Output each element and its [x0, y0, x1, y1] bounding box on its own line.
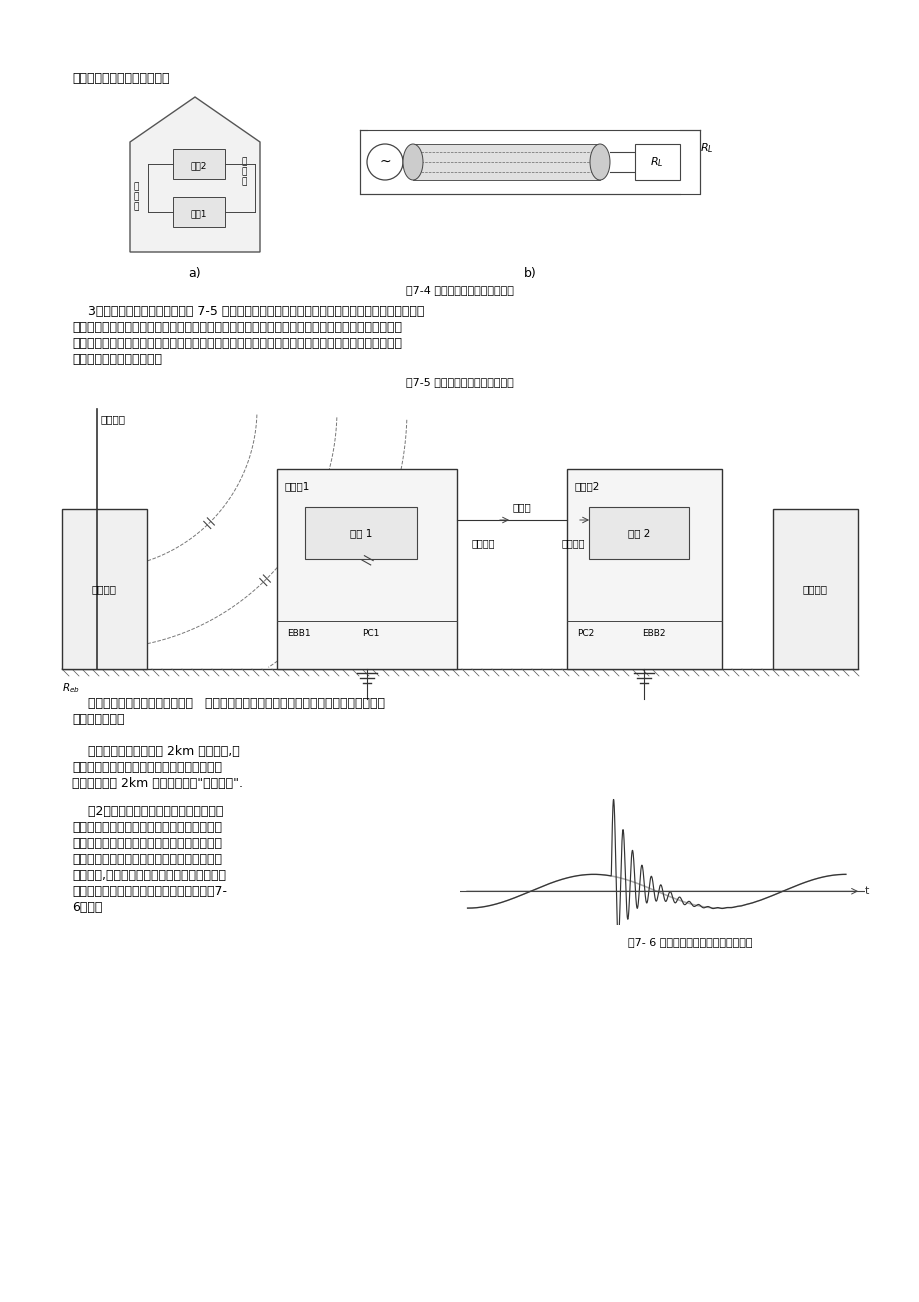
Text: EBB1: EBB1: [287, 629, 311, 638]
Text: 注入电流: 注入电流: [471, 538, 495, 548]
Text: $R_L$: $R_L$: [650, 155, 664, 169]
Text: 外部防雷: 外部防雷: [802, 585, 827, 594]
Text: 图7- 6 切除电容器时的操作电涌过电压: 图7- 6 切除电容器时的操作电涌过电压: [627, 937, 752, 947]
FancyBboxPatch shape: [566, 469, 721, 669]
Text: 6所示。: 6所示。: [72, 901, 102, 914]
Text: 3）容性辐射耦合的电涌。如图 7-5 所示，雷击接闪器时，雷电流在引下线和接地装置阻抗上产生: 3）容性辐射耦合的电涌。如图 7-5 所示，雷击接闪器时，雷电流在引下线和接地装…: [72, 305, 424, 318]
Text: 破坏，因此称 2km 为电涌危害的"危险半径".: 破坏，因此称 2km 为电涌危害的"危险半径".: [72, 777, 243, 790]
Text: 信号线: 信号线: [512, 503, 531, 512]
Text: $R_L$: $R_L$: [699, 141, 713, 155]
Text: 子信息系统都可能被传导或辐射耦合的电涌所: 子信息系统都可能被传导或辐射耦合的电涌所: [72, 760, 221, 773]
Ellipse shape: [403, 145, 423, 180]
Text: 一般认为，在距雷击点 2km 的范围内,电: 一般认为，在距雷击点 2km 的范围内,电: [72, 745, 240, 758]
Text: $R_{eb}$: $R_{eb}$: [62, 681, 80, 695]
Text: 布的调整,如切除电容时可能出现的高频振荡过: 布的调整,如切除电容时可能出现的高频振荡过: [72, 868, 226, 881]
Text: 雷电通道: 雷电通道: [101, 414, 126, 424]
FancyBboxPatch shape: [413, 145, 599, 180]
Text: 电
源
线: 电 源 线: [134, 182, 139, 212]
Text: 电压，就是一种电场能量的调整过程，如图7-: 电压，就是一种电场能量的调整过程，如图7-: [72, 885, 227, 898]
Text: 设备2: 设备2: [190, 161, 207, 171]
FancyBboxPatch shape: [305, 506, 416, 559]
Text: 忽视。这种影响主要缘于操作所引起的能量分: 忽视。这种影响主要缘于操作所引起的能量分: [72, 853, 221, 866]
Text: 压降，使接闪器处有很高的对地电压，且迅速积聚大量的雷电荷。接闪器与远方信号线导体间有耦合: 压降，使接闪器处有很高的对地电压，且迅速积聚大量的雷电荷。接闪器与远方信号线导体…: [72, 322, 402, 335]
Text: b): b): [523, 267, 536, 280]
Text: 设备 1: 设备 1: [349, 529, 372, 538]
Text: 图7-4 感性（电磁场）耦合的电涌: 图7-4 感性（电磁场）耦合的电涌: [405, 285, 514, 296]
Text: 设备 2: 设备 2: [627, 529, 650, 538]
Text: 直接流过负载阻抗和信号源。: 直接流过负载阻抗和信号源。: [72, 72, 169, 85]
Text: PC1: PC1: [361, 629, 379, 638]
FancyBboxPatch shape: [634, 145, 679, 180]
Text: 建筑物2: 建筑物2: [574, 480, 600, 491]
FancyBboxPatch shape: [173, 148, 225, 178]
FancyBboxPatch shape: [588, 506, 688, 559]
Text: 容性耦合的另一个常见途径是中   低压系统间通过变压器绕组间寄生电容耦合由涌，但其: 容性耦合的另一个常见途径是中 低压系统间通过变压器绕组间寄生电容耦合由涌，但其: [72, 697, 384, 710]
FancyBboxPatch shape: [277, 469, 457, 669]
Text: 电荷注入，形成电涌电流。: 电荷注入，形成电涌电流。: [72, 353, 162, 366]
Text: 注入电流: 注入电流: [562, 538, 584, 548]
Text: 建筑物1: 建筑物1: [285, 480, 310, 491]
Text: （2）电力系统操作耦合的电涌电力系统: （2）电力系统操作耦合的电涌电力系统: [72, 805, 223, 818]
Text: 设备1: 设备1: [190, 210, 207, 219]
Text: ~: ~: [379, 155, 391, 169]
Text: 此对低压系统和中高压二次系统的影响也不能: 此对低压系统和中高压二次系统的影响也不能: [72, 837, 221, 850]
Text: EBB2: EBB2: [641, 629, 664, 638]
Text: 电容效应存在，接闪器上电荷的快速上升，相当于电容充电过程，信号线导体作为电容的另一极也有: 电容效应存在，接闪器上电荷的快速上升，相当于电容充电过程，信号线导体作为电容的另…: [72, 337, 402, 350]
Ellipse shape: [589, 145, 609, 180]
Text: 信
号
线: 信 号 线: [242, 158, 247, 186]
Text: PC2: PC2: [576, 629, 594, 638]
Polygon shape: [130, 98, 260, 253]
Text: 量值通常不大。: 量值通常不大。: [72, 713, 124, 727]
Text: 操作产生的电磁干扰比雷电干扰更为频繁，因: 操作产生的电磁干扰比雷电干扰更为频繁，因: [72, 822, 221, 835]
Text: 外部防雷: 外部防雷: [92, 585, 117, 594]
FancyBboxPatch shape: [772, 509, 857, 669]
Text: 图7-5 容性（静电场）耦合的电涌: 图7-5 容性（静电场）耦合的电涌: [405, 378, 514, 387]
FancyBboxPatch shape: [62, 509, 147, 669]
Text: t: t: [864, 887, 868, 896]
Text: a): a): [188, 267, 201, 280]
FancyBboxPatch shape: [173, 197, 225, 227]
